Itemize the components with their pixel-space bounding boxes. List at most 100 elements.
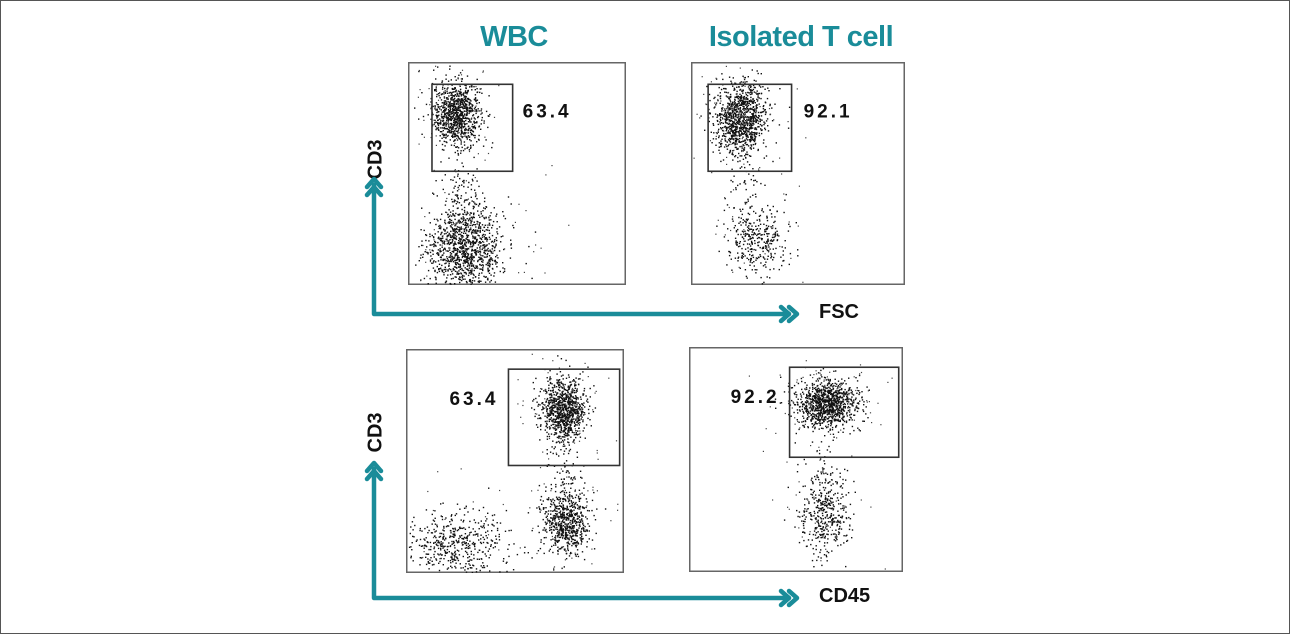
event-dot	[733, 135, 735, 137]
event-dot	[489, 265, 491, 267]
event-dot	[570, 512, 572, 514]
event-dot	[593, 385, 595, 387]
event-dot	[473, 201, 475, 203]
event-dot	[746, 123, 748, 125]
event-dot	[549, 376, 551, 378]
event-dot	[454, 100, 456, 102]
event-dot	[438, 122, 440, 124]
event-dot	[557, 405, 560, 407]
event-dot	[754, 193, 757, 195]
event-dot	[467, 173, 469, 175]
event-dot	[721, 107, 723, 109]
event-dot	[556, 514, 558, 516]
event-dot	[488, 262, 491, 264]
event-dot	[776, 230, 778, 232]
event-dot	[573, 504, 575, 506]
event-dot	[760, 92, 763, 95]
event-dot	[727, 130, 730, 132]
event-dot	[739, 100, 741, 102]
event-dot	[458, 278, 461, 281]
event-dot	[723, 223, 725, 225]
event-dot	[463, 107, 465, 109]
event-dot	[737, 140, 740, 142]
event-dot	[552, 387, 554, 389]
event-dot	[463, 131, 466, 134]
event-dot	[451, 198, 453, 201]
event-dot	[457, 117, 459, 120]
event-dot	[572, 534, 574, 536]
event-dot	[454, 112, 457, 115]
event-dot	[567, 546, 569, 548]
event-dot	[750, 258, 752, 261]
event-dot	[748, 130, 750, 132]
event-dot	[738, 152, 740, 155]
event-dot	[565, 394, 567, 396]
event-dot	[744, 100, 746, 103]
event-dot	[552, 401, 554, 404]
event-dot	[757, 225, 760, 227]
event-dot	[439, 218, 442, 221]
event-dot	[731, 218, 734, 220]
event-dot	[751, 92, 753, 94]
event-dot	[566, 401, 569, 403]
event-dot	[742, 158, 745, 160]
event-dot	[474, 97, 477, 100]
event-dot	[472, 130, 474, 132]
event-dot	[734, 129, 736, 132]
event-dot	[743, 127, 746, 129]
event-dot	[750, 257, 752, 260]
event-dot	[458, 107, 461, 109]
event-dot	[463, 228, 465, 230]
event-dot	[457, 101, 459, 103]
event-dot	[772, 205, 774, 208]
event-dot	[724, 120, 727, 122]
event-dot	[555, 432, 557, 435]
event-dot	[556, 412, 559, 414]
event-dot	[571, 526, 574, 529]
event-dot	[470, 100, 472, 102]
event-dot	[444, 229, 446, 231]
event-dot	[726, 126, 728, 128]
event-dot	[555, 394, 557, 396]
event-dot	[568, 376, 570, 378]
event-dot	[716, 114, 719, 116]
event-dot	[737, 245, 740, 248]
event-dot	[762, 142, 765, 144]
event-dot	[418, 143, 420, 145]
event-dot	[726, 163, 728, 165]
event-dot	[463, 201, 466, 203]
event-dot	[464, 267, 466, 269]
event-dot	[478, 203, 481, 205]
event-dot	[510, 239, 512, 241]
event-dot	[436, 111, 438, 114]
event-dot	[748, 116, 750, 119]
event-dot	[728, 120, 730, 122]
event-dot	[483, 216, 485, 219]
event-dot	[753, 101, 755, 103]
event-dot	[441, 264, 443, 267]
event-dot	[576, 390, 578, 392]
event-dot	[805, 137, 807, 139]
event-dot	[576, 421, 578, 423]
event-dot	[436, 109, 438, 111]
event-dot	[439, 249, 441, 252]
event-dot	[729, 252, 732, 254]
event-dot	[556, 528, 558, 531]
event-dot	[466, 258, 468, 260]
event-dot	[564, 424, 567, 426]
event-dot	[779, 88, 781, 90]
event-dot	[710, 81, 712, 83]
event-dot	[444, 248, 446, 250]
event-dot	[734, 131, 737, 134]
event-dot	[441, 131, 443, 133]
event-dot	[751, 134, 753, 136]
event-dot	[739, 145, 741, 148]
event-dot	[442, 106, 445, 108]
event-dot	[566, 424, 569, 426]
event-dot	[752, 98, 755, 100]
event-dot	[585, 516, 587, 518]
event-dot	[467, 198, 469, 200]
event-dot	[781, 246, 783, 248]
event-dot	[561, 402, 563, 404]
event-dot	[452, 91, 454, 93]
